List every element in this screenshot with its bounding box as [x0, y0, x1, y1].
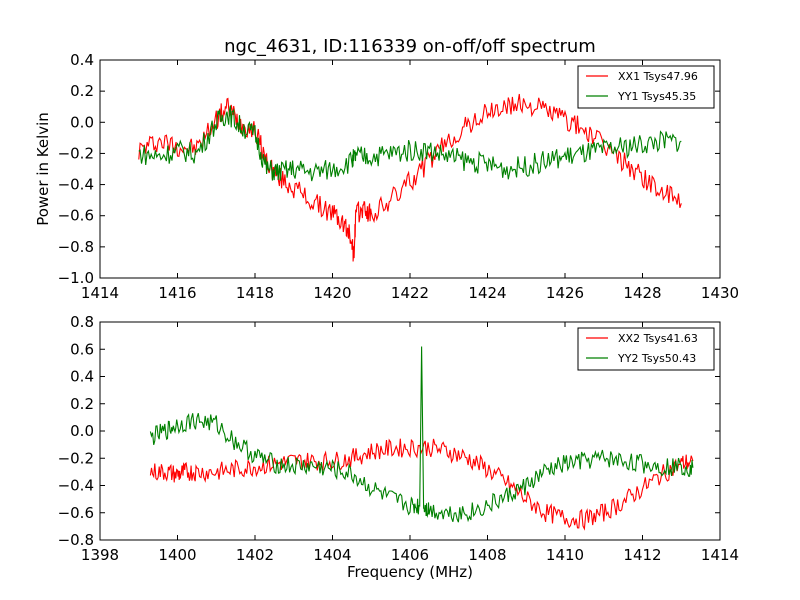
top-plot-ticks: 1414 1416 1418 1420 1422 1424 1426 1428 1430 0.4 0…: [58, 51, 740, 302]
top-legend-box: [577, 65, 715, 109]
bottom-ytick-label: −0.4: [58, 477, 94, 495]
bottom-legend-label-xx2: XX2 Tsys41.63: [618, 332, 698, 345]
top-xtick-label: 1414: [81, 284, 119, 302]
bottom-xtick-label: 1412: [623, 546, 661, 564]
bottom-ytick-label: 0.2: [70, 395, 94, 413]
bottom-ytick-label: 0.0: [70, 422, 94, 440]
bottom-xtick-label: 1406: [391, 546, 429, 564]
top-series-0: [138, 93, 682, 262]
top-ytick-label: 0.4: [70, 51, 94, 69]
figure-title: ngc_4631, ID:116339 on-off/off spectrum: [224, 36, 596, 57]
bottom-legend-box: [577, 327, 715, 371]
bottom-plot-xlabel: Frequency (MHz): [347, 563, 473, 581]
top-ytick-label: −0.4: [58, 176, 94, 194]
bottom-ytick-label: −0.8: [58, 531, 94, 549]
bottom-xtick-label: 1402: [236, 546, 274, 564]
bottom-xtick-label: 1400: [158, 546, 196, 564]
top-ytick-label: 0.2: [70, 82, 94, 100]
top-xtick-label: 1426: [546, 284, 584, 302]
top-series-1: [138, 105, 682, 182]
top-ytick-label: −1.0: [58, 269, 94, 287]
top-plot-series: [138, 93, 682, 262]
bottom-ytick-label: −0.6: [58, 504, 94, 522]
bottom-xtick-label: 1414: [701, 546, 739, 564]
top-xtick-label: 1424: [468, 284, 506, 302]
bottom-ytick-label: 0.6: [70, 340, 94, 358]
top-legend-label-xx1: XX1 Tsys47.96: [618, 70, 698, 83]
bottom-plot-ticks: 1398 1400 1402 1404 1406 1408 1410 1412 1414 0.8 0…: [58, 313, 740, 564]
bottom-ytick-label: −0.2: [58, 449, 94, 467]
top-ytick-label: 0.0: [70, 113, 94, 131]
top-legend-label-yy1: YY1 Tsys45.35: [617, 90, 696, 103]
top-xtick-label: 1430: [701, 284, 739, 302]
bottom-plot-series: [149, 346, 694, 531]
top-xtick-label: 1418: [236, 284, 274, 302]
bottom-xtick-label: 1408: [468, 546, 506, 564]
bottom-ytick-label: 0.8: [70, 313, 94, 331]
top-xtick-label: 1420: [313, 284, 351, 302]
bottom-series-0: [149, 438, 694, 531]
top-xtick-label: 1428: [623, 284, 661, 302]
top-ytick-label: −0.8: [58, 238, 94, 256]
bottom-plot: 1398 1400 1402 1404 1406 1408 1410 1412 1414 0.8 0…: [58, 313, 740, 581]
bottom-xtick-label: 1410: [546, 546, 584, 564]
bottom-series-1: [149, 346, 694, 523]
top-plot: 1414 1416 1418 1420 1422 1424 1426 1428 1430 0.4 0…: [34, 51, 739, 302]
bottom-legend-label-yy2: YY2 Tsys50.43: [617, 352, 696, 365]
top-xtick-label: 1422: [391, 284, 429, 302]
top-ytick-label: −0.2: [58, 144, 94, 162]
bottom-xtick-label: 1404: [313, 546, 351, 564]
top-plot-legend: XX1 Tsys47.96 YY1 Tsys45.35: [577, 65, 715, 109]
top-xtick-label: 1416: [158, 284, 196, 302]
top-plot-ylabel: Power in Kelvin: [34, 112, 52, 226]
bottom-plot-legend: XX2 Tsys41.63 YY2 Tsys50.43: [577, 327, 715, 371]
top-ytick-label: −0.6: [58, 207, 94, 225]
bottom-xtick-label: 1398: [81, 546, 119, 564]
bottom-ytick-label: 0.4: [70, 368, 94, 386]
